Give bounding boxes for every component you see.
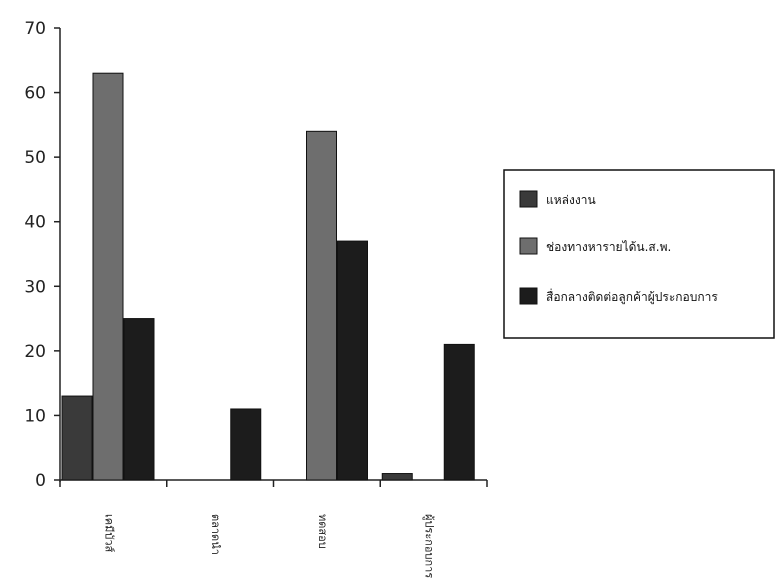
category-label: เคมีบัวส์	[102, 514, 115, 553]
bar-3-0	[381, 473, 413, 481]
y-axis-ticks: 0 10 20 30 40 50 60 70	[24, 19, 60, 491]
bar-2-2	[337, 240, 368, 481]
legend-swatch-2	[519, 287, 538, 305]
y-tick-label: 50	[24, 148, 46, 168]
bars	[61, 72, 475, 481]
y-tick-label: 60	[24, 84, 46, 104]
category-labels: เคมีบัวส์ ตลาดนำ ทดสอบ ผู้ประกอบการ	[102, 514, 435, 578]
y-tick-label: 40	[24, 213, 46, 233]
legend-box	[503, 169, 775, 339]
bar-3-2	[443, 343, 475, 481]
bar-0-1	[92, 72, 124, 481]
legend-label-2: สื่อกลางติดต่อลูกค้าผู้ประกอบการ	[546, 288, 718, 305]
bar-2-1	[306, 130, 337, 481]
legend-label-0: แหล่งงาน	[546, 193, 596, 207]
legend-swatch-1	[519, 237, 538, 255]
y-tick-label: 10	[24, 406, 46, 426]
y-tick-label: 70	[24, 19, 46, 39]
legend-label-1: ช่องทางหารายได้น.ส.พ.	[546, 240, 671, 254]
category-label: ผู้ประกอบการ	[423, 514, 436, 578]
legend-swatch-0	[519, 190, 538, 208]
category-label: ตลาดนำ	[209, 514, 222, 555]
bar-1-2	[230, 408, 262, 481]
bar-0-0	[61, 395, 93, 481]
y-tick-label: 0	[35, 471, 46, 491]
x-axis-ticks	[59, 480, 488, 487]
y-tick-label: 30	[24, 277, 46, 297]
bar-0-2	[123, 318, 155, 481]
y-tick-label: 20	[24, 342, 46, 362]
category-label: ทดสอบ	[316, 514, 329, 549]
